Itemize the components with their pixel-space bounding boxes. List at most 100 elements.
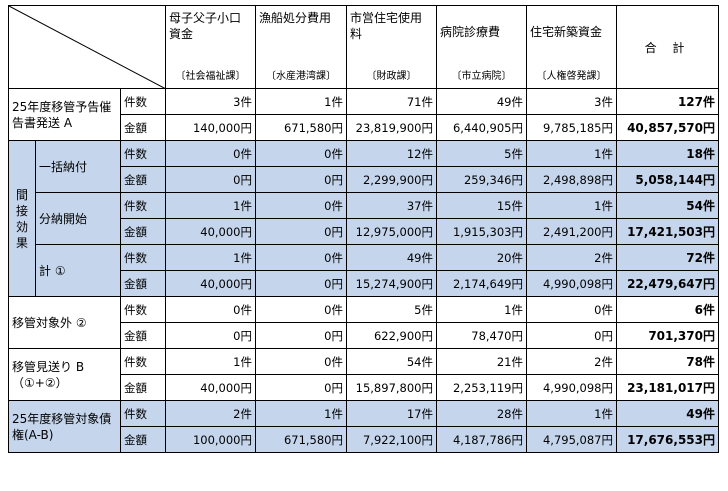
count-cell: 71件	[346, 88, 437, 115]
metric-label-count: 件数	[120, 88, 166, 115]
count-cell: 28件	[436, 400, 527, 427]
count-cell: 2件	[526, 244, 617, 271]
amount-cell: 7,922,100円	[346, 426, 437, 453]
amount-cell: 0円	[255, 322, 347, 349]
col-header-2: 市営住宅使用料 〔財政課〕	[346, 5, 437, 89]
count-cell: 49件	[436, 88, 527, 115]
metric-label-count: 件数	[120, 140, 166, 167]
table-row: 金額 0円 0円 2,299,900円 259,346円 2,498,898円 5,058,…	[9, 166, 719, 193]
count-cell: 3件	[165, 88, 256, 115]
metric-label-count: 件数	[120, 296, 166, 323]
amount-cell: 9,785,185円	[526, 114, 617, 141]
amount-cell: 6,440,905円	[436, 114, 527, 141]
amount-cell: 671,580円	[255, 114, 347, 141]
metric-label-amount: 金額	[120, 270, 166, 297]
table-row: 移管見送り B（①+②） 件数 1件 0件 54件 21件 2件 78件	[8, 348, 719, 401]
count-cell: 15件	[436, 192, 527, 219]
count-cell: 1件	[255, 400, 347, 427]
amount-cell: 40,000円	[165, 374, 256, 401]
amount-cell: 40,000円	[165, 270, 256, 297]
amount-cell: 2,253,119円	[436, 374, 527, 401]
count-total-cell: 78件	[616, 348, 719, 375]
amount-total-cell: 701,370円	[616, 322, 719, 349]
count-cell: 1件	[526, 140, 617, 167]
transfer-effect-table: 母子父子小口資金 〔社会福祉課〕 漁船処分費用 〔水産港湾課〕 市営住宅使用料 〔財政…	[8, 5, 719, 453]
amount-cell: 78,470円	[436, 322, 527, 349]
amount-cell: 0円	[165, 166, 256, 193]
count-cell: 12件	[346, 140, 437, 167]
count-cell: 17件	[346, 400, 437, 427]
amount-cell: 4,990,098円	[526, 270, 617, 297]
amount-cell: 4,187,786円	[436, 426, 527, 453]
amount-cell: 15,274,900円	[346, 270, 437, 297]
col-header-4: 住宅新築資金 〔人権啓発課〕	[526, 5, 617, 89]
amount-cell: 15,897,800円	[346, 374, 437, 401]
count-cell: 54件	[346, 348, 437, 375]
count-total-cell: 72件	[616, 244, 719, 271]
row-label: 25年度移管対象債権(A-B)	[8, 400, 121, 453]
metric-label-amount: 金額	[120, 322, 166, 349]
amount-cell: 12,975,000円	[346, 218, 437, 245]
diagonal-line	[9, 6, 165, 88]
amount-cell: 4,990,098円	[526, 374, 617, 401]
amount-total-cell: 22,479,647円	[616, 270, 719, 297]
col-header-1: 漁船処分費用 〔水産港湾課〕	[255, 5, 347, 89]
count-cell: 2件	[526, 348, 617, 375]
header-row: 母子父子小口資金 〔社会福祉課〕 漁船処分費用 〔水産港湾課〕 市営住宅使用料 〔財政…	[8, 5, 719, 89]
count-cell: 5件	[346, 296, 437, 323]
amount-cell: 0円	[255, 166, 347, 193]
count-cell: 1件	[526, 400, 617, 427]
table-row: 計 ① 件数 1件 0件 49件 20件 2件 72件	[9, 244, 719, 297]
count-cell: 2件	[165, 400, 256, 427]
amount-cell: 100,000円	[165, 426, 256, 453]
table-row: 金額 0円 0円 622,900円 78,470円 0円 701,370円	[9, 322, 719, 349]
amount-total-cell: 40,857,570円	[616, 114, 719, 141]
amount-total-cell: 23,181,017円	[616, 374, 719, 401]
table-row: 25年度移管対象債権(A-B) 件数 2件 1件 17件 28件 1件 49件	[8, 400, 719, 453]
amount-cell: 4,795,087円	[526, 426, 617, 453]
row-label: 移管対象外 ②	[8, 296, 121, 349]
corner-diagonal-cell	[8, 5, 166, 89]
amount-cell: 2,299,900円	[346, 166, 437, 193]
amount-cell: 2,491,200円	[526, 218, 617, 245]
count-cell: 0件	[165, 296, 256, 323]
count-cell: 20件	[436, 244, 527, 271]
total-header: 合 計	[616, 5, 719, 89]
row-label: 分納開始	[35, 192, 121, 245]
count-cell: 1件	[255, 88, 347, 115]
count-cell: 0件	[255, 140, 347, 167]
count-cell: 3件	[526, 88, 617, 115]
amount-cell: 1,915,303円	[436, 218, 527, 245]
amount-cell: 140,000円	[165, 114, 256, 141]
amount-cell: 23,819,900円	[346, 114, 437, 141]
count-cell: 0件	[255, 296, 347, 323]
count-cell: 0件	[526, 296, 617, 323]
amount-cell: 0円	[255, 374, 347, 401]
amount-cell: 40,000円	[165, 218, 256, 245]
amount-cell: 259,346円	[436, 166, 527, 193]
table-row: 分納開始 件数 1件 0件 37件 15件 1件 54件	[9, 192, 719, 245]
count-total-cell: 18件	[616, 140, 719, 167]
metric-label-count: 件数	[120, 400, 166, 427]
row-label: 一括納付	[35, 140, 121, 193]
count-cell: 1件	[165, 192, 256, 219]
count-cell: 1件	[165, 244, 256, 271]
col-header-0: 母子父子小口資金 〔社会福祉課〕	[165, 5, 256, 89]
count-total-cell: 127件	[616, 88, 719, 115]
table-row: 25年度移管予告催告書発送 A 件数 3件 1件 71件 49件 3件 127件	[8, 88, 719, 141]
table-row: 金額 40,000円 0円 15,274,900円 2,174,649円 4,990,09…	[9, 270, 719, 297]
metric-label-amount: 金額	[120, 166, 166, 193]
table-row: 金額 140,000円 671,580円 23,819,900円 6,440,905円 9…	[9, 114, 719, 141]
count-cell: 1件	[436, 296, 527, 323]
count-cell: 0件	[165, 140, 256, 167]
table-row: 移管対象外 ② 件数 0件 0件 5件 1件 0件 6件	[8, 296, 719, 349]
amount-cell: 2,174,649円	[436, 270, 527, 297]
metric-label-amount: 金額	[120, 426, 166, 453]
count-cell: 0件	[255, 348, 347, 375]
count-total-cell: 54件	[616, 192, 719, 219]
metric-label-count: 件数	[120, 348, 166, 375]
metric-label-amount: 金額	[120, 218, 166, 245]
amount-cell: 2,498,898円	[526, 166, 617, 193]
indirect-effect-label: 間接効果	[8, 140, 36, 297]
amount-cell: 671,580円	[255, 426, 347, 453]
